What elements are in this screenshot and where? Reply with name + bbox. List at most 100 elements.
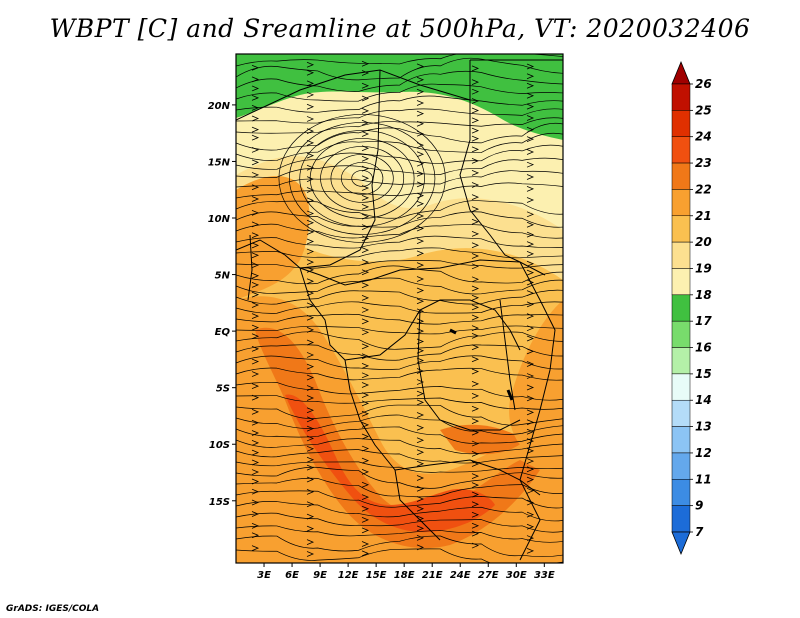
- streamline-arrow: [361, 343, 370, 350]
- streamline-arrow: [361, 247, 370, 254]
- streamline-arrow: [526, 499, 535, 506]
- streamline-arrow: [526, 487, 535, 494]
- streamline: [236, 95, 563, 113]
- streamline-arrow: [306, 80, 315, 87]
- streamline-arrow: [251, 545, 260, 552]
- streamline-arrow: [526, 325, 535, 332]
- lat-tick-label: 10N: [208, 214, 231, 225]
- lon-tick-label: 6E: [285, 570, 299, 581]
- streamline-arrow: [306, 69, 315, 76]
- streamline-arrow: [416, 475, 425, 481]
- colorbar-label: 18: [695, 288, 712, 302]
- streamline-arrow: [361, 235, 370, 242]
- streamline-arrow: [471, 294, 480, 301]
- colorbar-label: 13: [695, 420, 712, 434]
- streamline-arrow: [526, 82, 535, 89]
- colorbar-label: 21: [695, 209, 712, 223]
- streamline-arrow: [306, 551, 315, 557]
- colorbar-segment: [671, 452, 691, 480]
- streamline-arrow: [471, 117, 480, 124]
- streamline-arrow: [471, 107, 480, 114]
- streamline-arrow: [306, 374, 315, 381]
- streamline-arrow: [416, 460, 425, 467]
- streamline-arrow: [361, 82, 370, 89]
- colorbar-segment: [671, 215, 691, 243]
- streamline-arrow: [361, 282, 370, 289]
- streamline: [236, 57, 563, 81]
- lon-tick-label: 27E: [478, 570, 499, 581]
- streamline-arrow: [251, 104, 260, 111]
- streamline-arrow: [471, 325, 480, 331]
- lat-tick-label: 5S: [216, 384, 230, 395]
- streamline: [236, 108, 563, 124]
- streamline-arrow: [416, 347, 425, 354]
- streamline-arrow: [526, 458, 535, 464]
- streamline-arrow: [251, 440, 260, 446]
- colorbar-segment: [671, 268, 691, 296]
- streamline-arrow: [251, 383, 260, 389]
- streamline-arrow: [251, 345, 260, 352]
- colorbar-segment: [671, 294, 691, 322]
- streamline-arrow: [306, 91, 315, 98]
- country-borders: [236, 59, 563, 561]
- streamline-arrow: [526, 511, 535, 518]
- streamline-arrow: [306, 278, 315, 285]
- streamline-arrow: [306, 103, 315, 110]
- colorbar-label: 12: [695, 446, 712, 460]
- streamline-arrow: [526, 211, 535, 218]
- border-drc-east: [417, 309, 521, 431]
- colorbar-label: 17: [695, 314, 712, 328]
- streamline-arrow: [526, 348, 535, 355]
- lon-tick-label: 18E: [394, 570, 415, 581]
- streamline: [236, 170, 563, 188]
- longitude-axis: 3E 6E 9E 12E 15E 18E 21E 24E 27E 30E 33E: [257, 563, 555, 581]
- streamline: [236, 200, 563, 219]
- streamline-arrow: [416, 412, 425, 418]
- border-drc-north: [344, 299, 521, 361]
- lon-tick-label: 3E: [257, 570, 271, 581]
- lat-tick-label: 20N: [208, 101, 231, 112]
- border-angola: [394, 459, 541, 496]
- streamline-arrow: [416, 76, 425, 83]
- border-lakes: [499, 299, 516, 411]
- streamline-arrow: [361, 457, 370, 464]
- streamline-arrow: [416, 181, 425, 188]
- lon-tick-label: 33E: [534, 570, 555, 581]
- colorbar-segment: [671, 241, 691, 269]
- streamline: [236, 117, 563, 134]
- streamline-arrow: [251, 291, 260, 298]
- streamline-arrow: [361, 527, 370, 534]
- streamline-arrow: [416, 192, 425, 199]
- streamline: [236, 525, 563, 543]
- streamline-arrow: [361, 410, 370, 417]
- streamline-arrow: [306, 525, 315, 532]
- colorbar-label: 19: [695, 261, 712, 275]
- border-car: [236, 239, 546, 286]
- streamline-arrow: [361, 224, 370, 231]
- streamline-arrow: [526, 523, 535, 530]
- streamline-arrow: [361, 259, 370, 265]
- streamline-arrow: [361, 541, 370, 547]
- streamline-arrow: [416, 368, 425, 374]
- colorbar-label: 7: [695, 525, 704, 539]
- streamline: [236, 223, 563, 239]
- streamline-arrow: [361, 516, 370, 523]
- field-17: [236, 54, 563, 140]
- streamline-arrow: [416, 390, 425, 397]
- streamline-arrow: [471, 314, 480, 321]
- streamline-arrow: [251, 196, 260, 202]
- streamline-arrow: [251, 282, 260, 288]
- streamline: [236, 535, 563, 558]
- streamline-arrow: [361, 550, 370, 557]
- streamline-arrow: [471, 146, 480, 153]
- border-east: [519, 261, 556, 561]
- streamline-arrow: [251, 459, 260, 466]
- colorbar-segment: [671, 505, 691, 533]
- streamline-arrow: [526, 466, 535, 473]
- vortex-ring: [278, 114, 446, 243]
- streamline-arrow: [251, 147, 260, 153]
- streamline-arrow: [526, 92, 535, 99]
- streamline-arrow: [416, 496, 425, 502]
- streamline-arrow: [526, 373, 535, 379]
- streamline-arrow: [361, 372, 370, 379]
